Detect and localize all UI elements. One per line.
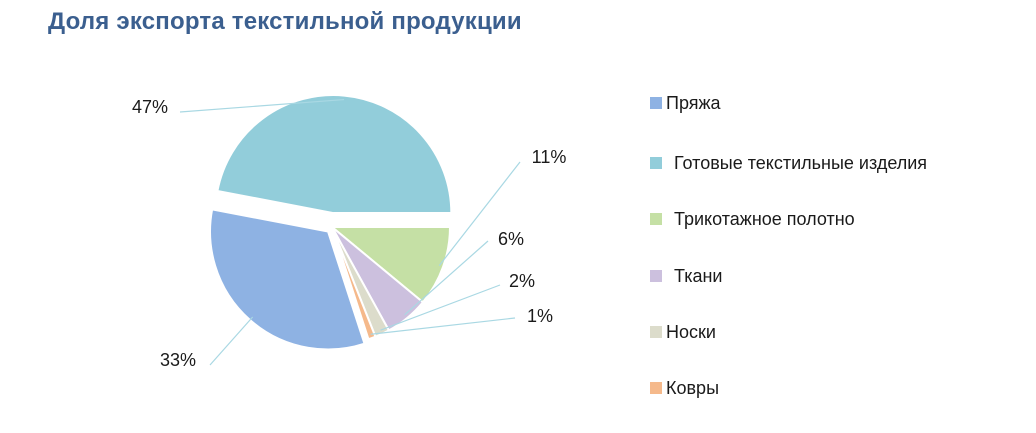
legend-swatch-carpets xyxy=(650,382,662,394)
leader-line-carpets xyxy=(370,317,516,335)
data-label-knitted-fabric: 11% xyxy=(532,147,567,167)
data-label-fabrics: 6% xyxy=(498,229,524,249)
legend-item-socks: Носки xyxy=(650,321,716,343)
legend-item-knitted-fabric: Трикотажное полотно xyxy=(650,208,855,230)
legend-item-fabrics: Ткани xyxy=(650,265,722,287)
data-label-carpets: 1% xyxy=(527,306,553,326)
legend-item-carpets: Ковры xyxy=(650,377,719,399)
leader-line-finished-goods xyxy=(179,98,345,113)
pie-slice-carpets xyxy=(331,226,377,341)
legend-label-carpets: Ковры xyxy=(666,377,720,398)
pie-slice-knitted-fabric xyxy=(329,226,452,304)
legend-label-fabrics: Ткани xyxy=(674,265,723,286)
legend-swatch-finished-goods xyxy=(650,157,662,169)
legend-swatch-knitted-fabric xyxy=(650,213,662,225)
data-label-finished-goods: 47% xyxy=(132,97,168,117)
legend-swatch-socks xyxy=(650,326,662,338)
legend-item-finished-goods: Готовые текстильные изделия xyxy=(650,152,927,174)
data-label-yarn: 33% xyxy=(160,350,196,370)
pie-slice-finished-goods xyxy=(216,94,453,215)
chart-title: Доля экспорта текстильной продукции xyxy=(48,8,522,35)
leader-line-yarn xyxy=(209,316,254,366)
legend-swatch-yarn xyxy=(650,97,662,109)
legend-label-yarn: Пряжа xyxy=(666,92,721,113)
legend-label-socks: Носки xyxy=(666,321,716,342)
data-label-socks: 2% xyxy=(509,271,535,291)
legend-item-yarn: Пряжа xyxy=(650,92,721,114)
leader-line-knitted-fabric xyxy=(438,161,521,266)
legend-label-knitted-fabric: Трикотажное полотно xyxy=(674,208,855,229)
legend-label-finished-goods: Готовые текстильные изделия xyxy=(674,152,928,173)
legend-swatch-fabrics xyxy=(650,270,662,282)
leader-line-socks xyxy=(380,284,501,331)
leader-line-fabrics xyxy=(404,240,489,316)
